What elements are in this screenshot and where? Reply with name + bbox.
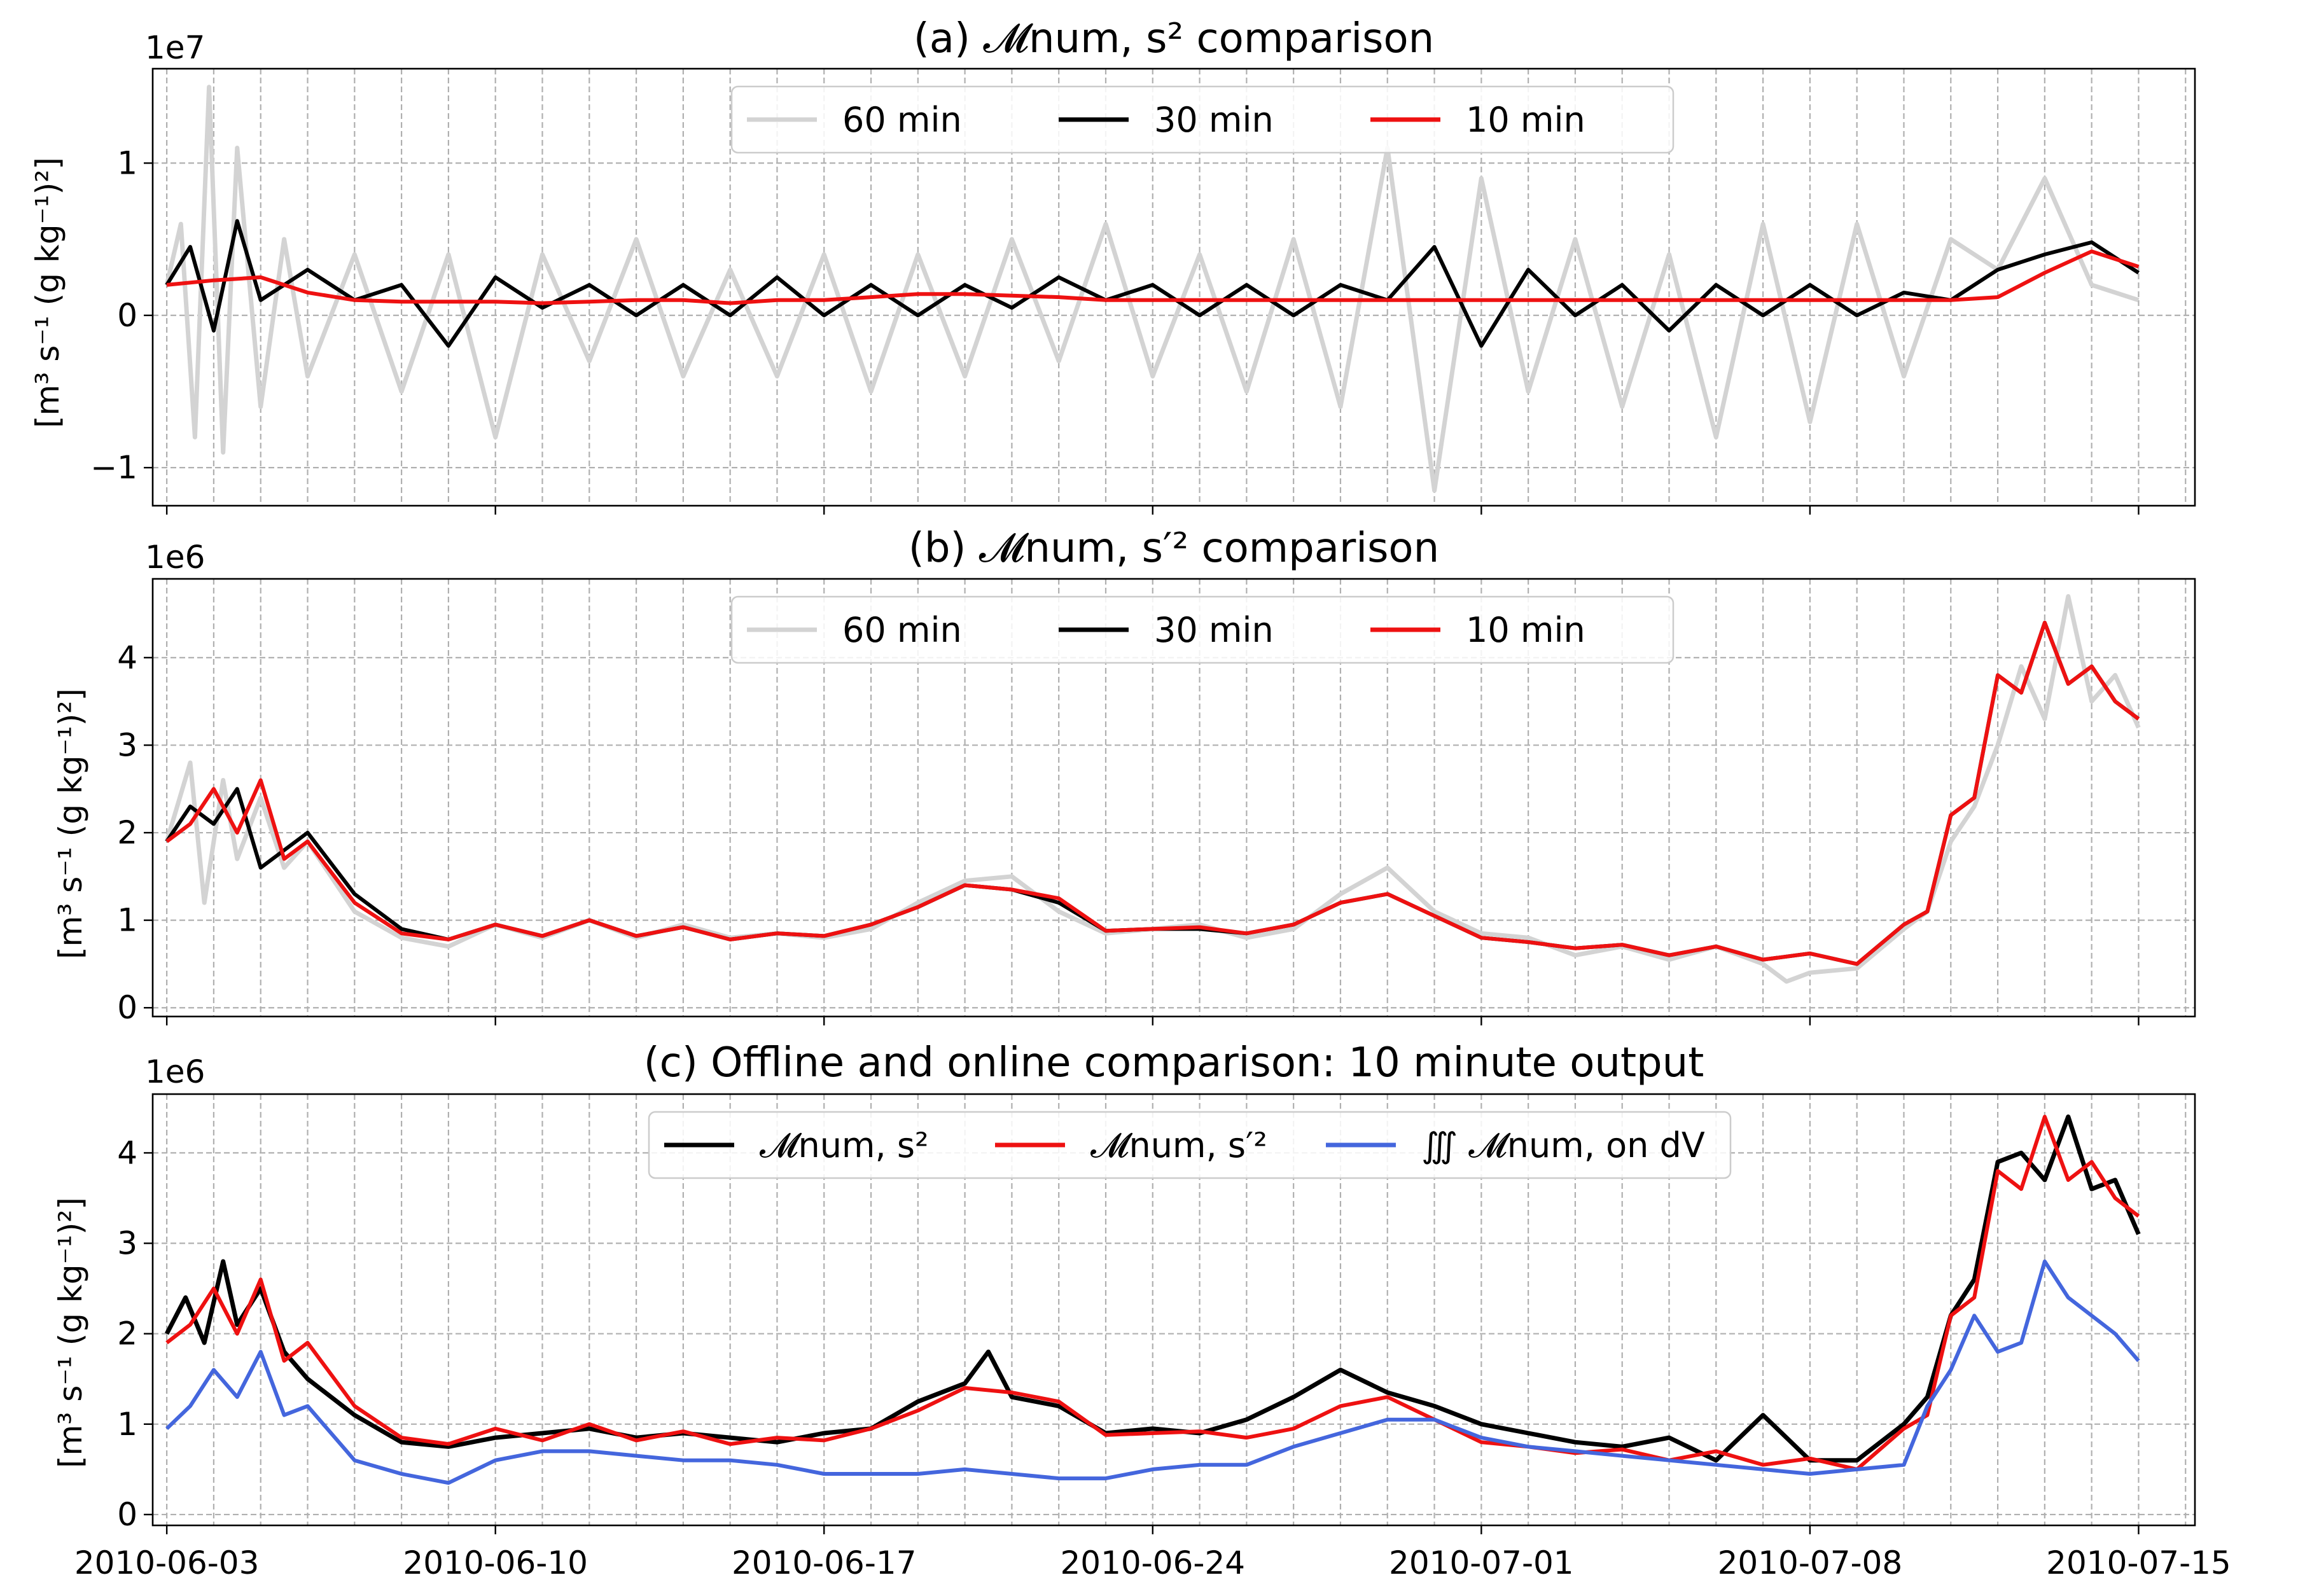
panel-a-ylabel: [m³ s⁻¹ (g kg⁻¹)²]	[29, 157, 66, 428]
series-line-1	[164, 594, 2141, 984]
panel-2-series	[164, 1114, 2141, 1485]
legend-label: 30 min	[1154, 100, 1274, 140]
legend-label: 30 min	[1154, 610, 1274, 650]
y-tick-label: 3	[117, 726, 137, 763]
x-tick-label: 2010-07-08	[1718, 1544, 1903, 1581]
y-tick-label: 0	[117, 297, 137, 334]
legend-box	[730, 595, 1675, 664]
legends: 60 min 30 min 10 min 60 min 30 min 10 min 𝓜num…	[648, 85, 1732, 1179]
chart-marks	[164, 85, 2141, 1485]
legend-label: 60 min	[842, 610, 962, 650]
x-tick-label: 2010-07-15	[2046, 1544, 2231, 1581]
y-tick-label: 4	[117, 1134, 137, 1171]
y-tick-label: 1	[117, 144, 137, 181]
series-line-3	[165, 620, 2140, 966]
panel-b-ylabel: [m³ s⁻¹ (g kg⁻¹)²]	[52, 688, 89, 959]
panel-b-offset-text: 1e6	[145, 539, 205, 576]
y-tick-label: 0	[117, 989, 137, 1026]
x-tick-label: 2010-06-03	[74, 1544, 260, 1581]
legend-box	[648, 1111, 1732, 1179]
legend-label: 𝓜num, s²	[760, 1125, 929, 1165]
series-line-2	[165, 1114, 2140, 1471]
legend-box	[730, 85, 1675, 154]
axes-frame-0	[151, 67, 2196, 507]
axes-frame-1	[151, 578, 2196, 1018]
y-tick-label: 1	[117, 902, 137, 939]
legend-2: 𝓜num, s² 𝓜num, s′² ∭ 𝓜num, on dV	[648, 1111, 1732, 1179]
series-line-3	[166, 249, 2140, 305]
x-tick-label: 2010-06-17	[732, 1544, 917, 1581]
y-tick-label: 2	[117, 814, 137, 851]
legend-1: 60 min 30 min 10 min	[730, 595, 1675, 664]
legend-label: 10 min	[1466, 610, 1585, 650]
legend-0: 60 min 30 min 10 min	[730, 85, 1675, 154]
panel-c-title: (c) Offline and online comparison: 10 mi…	[644, 1039, 1704, 1086]
legend-label: 60 min	[842, 100, 962, 140]
legend-label: 𝓜num, s′²	[1090, 1125, 1267, 1165]
x-tick-label: 2010-06-24	[1061, 1544, 1246, 1581]
panels: −1 0 1 0 1 2 3 4 0 1 2 3 4 2010-06-03 2010-06-10 2010-0…	[74, 67, 2231, 1581]
panel-0-series	[164, 85, 2140, 493]
panel-1-series	[164, 594, 2141, 984]
panel-c-ylabel: [m³ s⁻¹ (g kg⁻¹)²]	[52, 1197, 89, 1468]
panel-a-offset-text: 1e7	[145, 29, 205, 66]
y-tick-label: 2	[117, 1315, 137, 1352]
series-line-1	[164, 85, 2140, 493]
y-tick-label: 4	[117, 639, 137, 676]
panel-c-offset-text: 1e6	[145, 1053, 205, 1090]
y-tick-label: −1	[90, 449, 137, 486]
panel-a-title: (a) 𝓜num, s² comparison	[914, 15, 1434, 62]
x-tick-label: 2010-06-10	[403, 1544, 588, 1581]
legend-label: 10 min	[1466, 100, 1585, 140]
legend-label: ∭ 𝓜num, on dV	[1421, 1125, 1705, 1165]
y-tick-label: 0	[117, 1496, 137, 1533]
y-tick-label: 3	[117, 1225, 137, 1262]
x-tick-label: 2010-07-01	[1389, 1544, 1574, 1581]
series-line-3	[165, 1259, 2140, 1485]
axes-frame-2	[151, 1093, 2196, 1527]
y-tick-label: 1	[117, 1406, 137, 1443]
panel-b-title: (b) 𝓜num, s′² comparison	[909, 525, 1439, 572]
series-line-1	[164, 1114, 2141, 1463]
